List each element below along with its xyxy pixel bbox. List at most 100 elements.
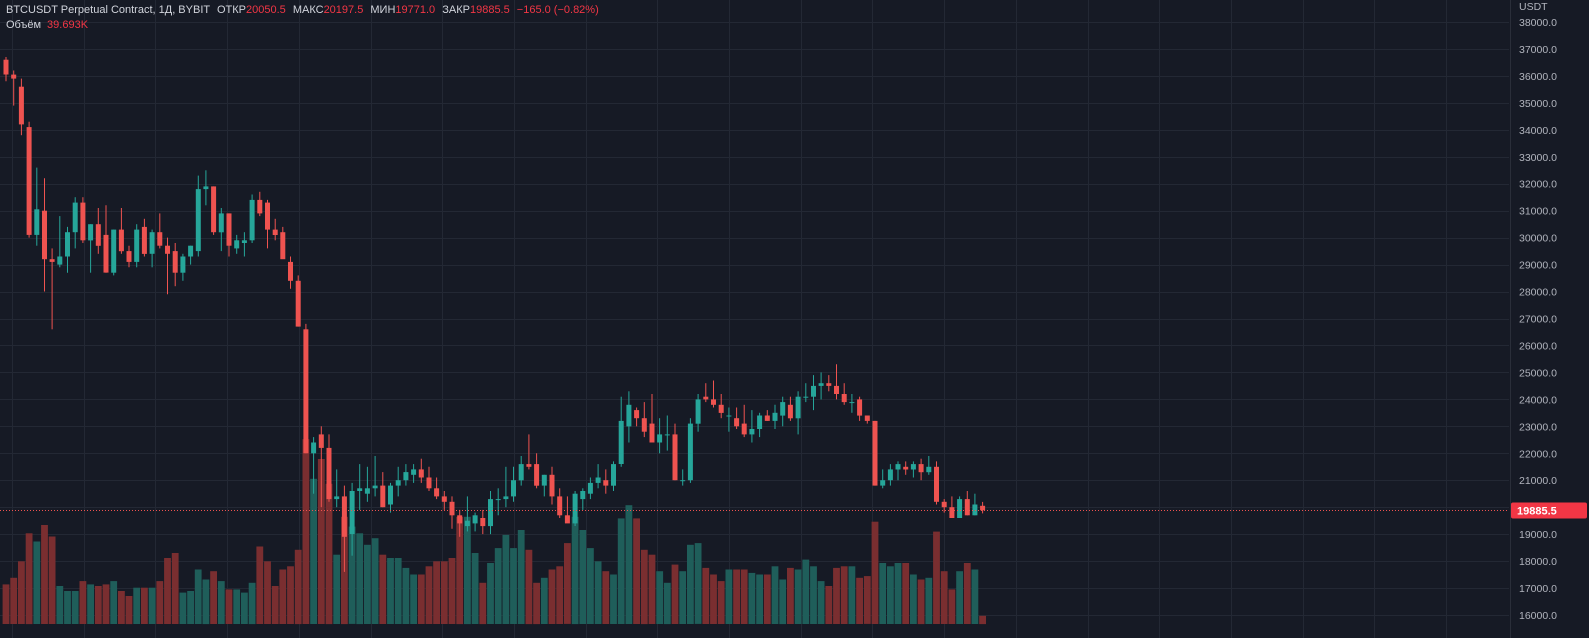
volume-bar xyxy=(125,596,133,625)
volume-bar xyxy=(156,581,164,624)
candle-body xyxy=(764,415,770,421)
volume-bar xyxy=(364,544,371,624)
candle-body xyxy=(757,415,763,429)
y-tick-label: 35000.0 xyxy=(1519,98,1557,110)
candle-body xyxy=(972,504,978,516)
y-tick-label: 37000.0 xyxy=(1519,44,1557,56)
candle-body xyxy=(388,485,393,505)
candle-body xyxy=(603,480,609,486)
candle-body xyxy=(734,418,740,427)
volume-bar xyxy=(371,538,379,624)
candle-body xyxy=(265,202,270,230)
volume-bar xyxy=(248,582,256,625)
candle-body xyxy=(118,229,124,252)
candle-body xyxy=(711,399,716,405)
candle-body xyxy=(618,420,624,464)
volume-bar xyxy=(433,561,440,624)
y-tick-label: 36000.0 xyxy=(1519,71,1557,83)
volume-bar xyxy=(725,569,733,624)
candle-body xyxy=(72,202,78,233)
volume-bar xyxy=(502,534,510,624)
volume-bar xyxy=(133,587,141,624)
volume-bar xyxy=(740,569,748,624)
candle-body xyxy=(595,477,601,483)
volume-bar xyxy=(141,587,148,624)
volume-bar xyxy=(379,554,387,624)
volume-row[interactable]: Объём 39.693K xyxy=(6,18,599,33)
volume-bar xyxy=(825,586,833,624)
chart-legend: BTCUSDT Perpetual Contract, 1Д, BYBIT ОТ… xyxy=(6,3,599,33)
volume-bar xyxy=(310,478,317,624)
candle-body xyxy=(18,86,24,125)
candle-body xyxy=(295,280,301,327)
volume-bar xyxy=(525,549,533,625)
volume-bar xyxy=(118,591,125,624)
candle-body xyxy=(780,402,786,416)
volume-bar xyxy=(610,574,617,624)
volume-bar xyxy=(794,569,802,624)
volume-bar xyxy=(148,587,156,624)
volume-bar xyxy=(971,569,979,624)
volume-bar xyxy=(887,566,894,624)
y-tick-label: 22000.0 xyxy=(1519,448,1557,460)
candle-body xyxy=(141,226,147,254)
y-tick-label: 26000.0 xyxy=(1519,341,1557,353)
symbol-title[interactable]: BTCUSDT Perpetual Contract, 1Д, BYBIT xyxy=(6,4,210,16)
volume-bar xyxy=(902,563,910,624)
volume-bar xyxy=(710,574,717,624)
volume-bar xyxy=(787,567,794,624)
candle-body xyxy=(926,466,932,473)
candle-body xyxy=(180,256,186,273)
candle-body xyxy=(280,232,286,260)
candle-body xyxy=(772,412,778,421)
candle-body xyxy=(341,496,347,537)
candle-body xyxy=(103,234,109,273)
candle-body xyxy=(626,404,632,427)
candle-body xyxy=(687,423,693,481)
volume-bar xyxy=(464,516,471,625)
candle-body xyxy=(964,499,970,516)
volume-bar xyxy=(933,531,940,624)
axis-background xyxy=(1510,0,1589,638)
last-price-badge xyxy=(1511,502,1587,519)
low-label: МИН xyxy=(370,4,396,16)
price-axis[interactable]: 16000.017000.018000.019000.020000.021000… xyxy=(1510,0,1589,638)
volume-bar xyxy=(894,563,902,624)
volume-bar xyxy=(487,563,494,624)
volume-bar xyxy=(56,586,64,624)
candle-body xyxy=(572,493,578,524)
candle-body xyxy=(288,261,293,281)
change-value: −165.0 (−0.82%) xyxy=(516,4,599,16)
candle-body xyxy=(249,199,255,241)
candle-body xyxy=(418,469,424,478)
volume-bar xyxy=(748,572,756,624)
candle-body xyxy=(326,447,332,500)
y-tick-label: 27000.0 xyxy=(1519,314,1557,326)
candle-body xyxy=(226,213,232,246)
volume-bar xyxy=(417,574,425,624)
volume-bar xyxy=(540,577,548,624)
candle-body xyxy=(664,434,670,436)
y-tick-label: 18000.0 xyxy=(1519,556,1557,568)
volume-bar xyxy=(602,571,610,624)
candle-body xyxy=(195,189,201,252)
y-tick-label: 24000.0 xyxy=(1519,394,1557,406)
volume-bar xyxy=(856,577,863,624)
candle-body xyxy=(172,251,178,273)
high-label: МАКС xyxy=(292,4,324,16)
volume-bar xyxy=(210,571,217,624)
volume-bar xyxy=(771,566,779,624)
candle-body xyxy=(726,415,732,417)
volume-bar xyxy=(225,589,233,624)
volume-bar xyxy=(587,548,594,624)
volume-bar xyxy=(910,574,917,624)
candle-body xyxy=(511,480,516,497)
volume-bar xyxy=(671,564,679,624)
high-value: 20197.5 xyxy=(323,4,364,16)
price-candles xyxy=(3,57,986,572)
volume-bar xyxy=(840,566,848,624)
volume-bar xyxy=(194,569,202,624)
candle-body xyxy=(80,202,86,241)
volume-bar xyxy=(863,576,871,624)
